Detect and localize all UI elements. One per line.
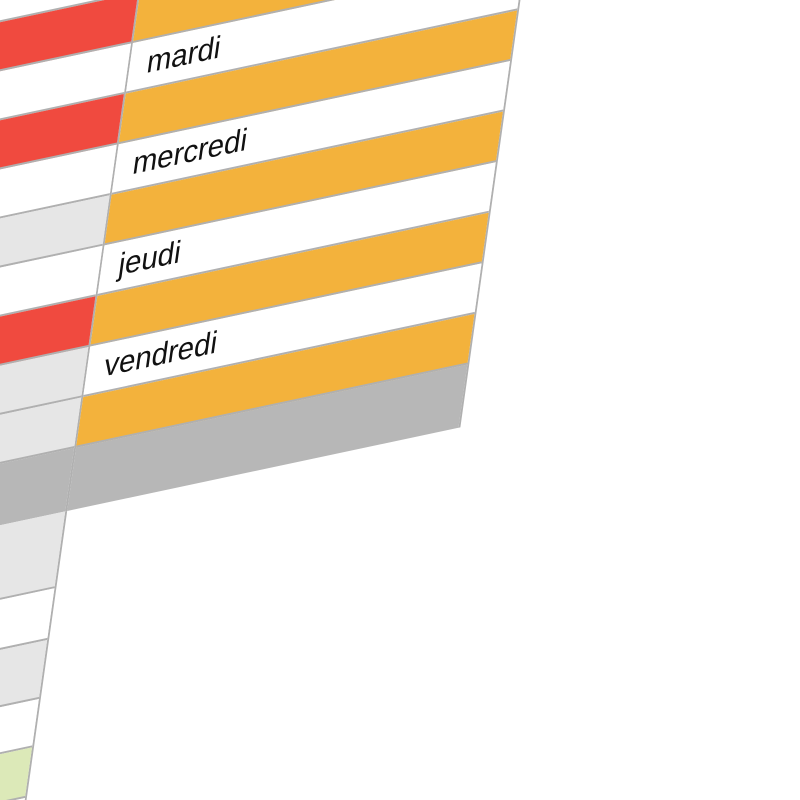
column-c: C SEMAINE 12lundi 21/03 mardi mercredi j… [0, 511, 67, 800]
spreadsheet-sheet: AConducteur 1SEMAINE 10lundi 07/03MONTAG… [0, 0, 778, 800]
spreadsheet-3d-view: AConducteur 1SEMAINE 10lundi 07/03MONTAG… [0, 0, 800, 800]
table-row[interactable] [0, 747, 32, 800]
column-b: BConducteur 2SEMAINE 11lundi 14/03 mardi… [67, 0, 566, 511]
